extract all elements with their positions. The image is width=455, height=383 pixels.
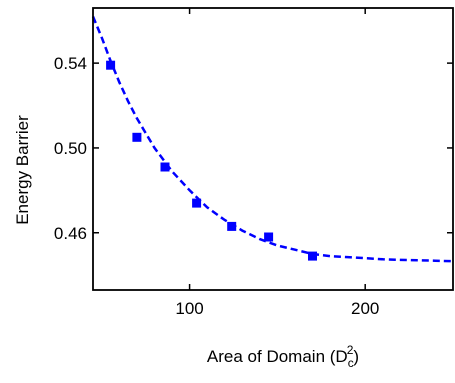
x-tick-label: 200 <box>351 299 379 318</box>
y-tick-label: 0.54 <box>54 54 87 73</box>
y-tick-label: 0.50 <box>54 139 87 158</box>
plot-frame <box>92 7 454 291</box>
y-axis-ticks: 0.46 0.50 0.54 <box>54 54 453 243</box>
x-axis-title-main: Area of Domain (D <box>207 347 348 366</box>
y-axis-title: Energy Barrier <box>13 115 32 225</box>
x-axis-ticks: 100 200 <box>175 8 379 318</box>
data-markers <box>106 60 317 261</box>
data-point <box>106 60 116 70</box>
data-point <box>264 232 274 242</box>
x-axis-title: Area of Domain (Dc2) <box>207 343 359 370</box>
data-point <box>132 132 142 142</box>
fit-curve <box>91 16 454 263</box>
x-axis-title-close: ) <box>353 347 359 366</box>
data-point <box>160 162 170 172</box>
data-point <box>227 221 237 231</box>
data-point <box>192 198 202 208</box>
x-axis-title-superscript: 2 <box>347 343 354 357</box>
x-tick-label: 100 <box>175 299 203 318</box>
plot-area <box>93 8 453 290</box>
y-tick-label: 0.46 <box>54 224 87 243</box>
data-point <box>308 251 317 261</box>
x-axis-title-subscript: c <box>348 356 354 370</box>
